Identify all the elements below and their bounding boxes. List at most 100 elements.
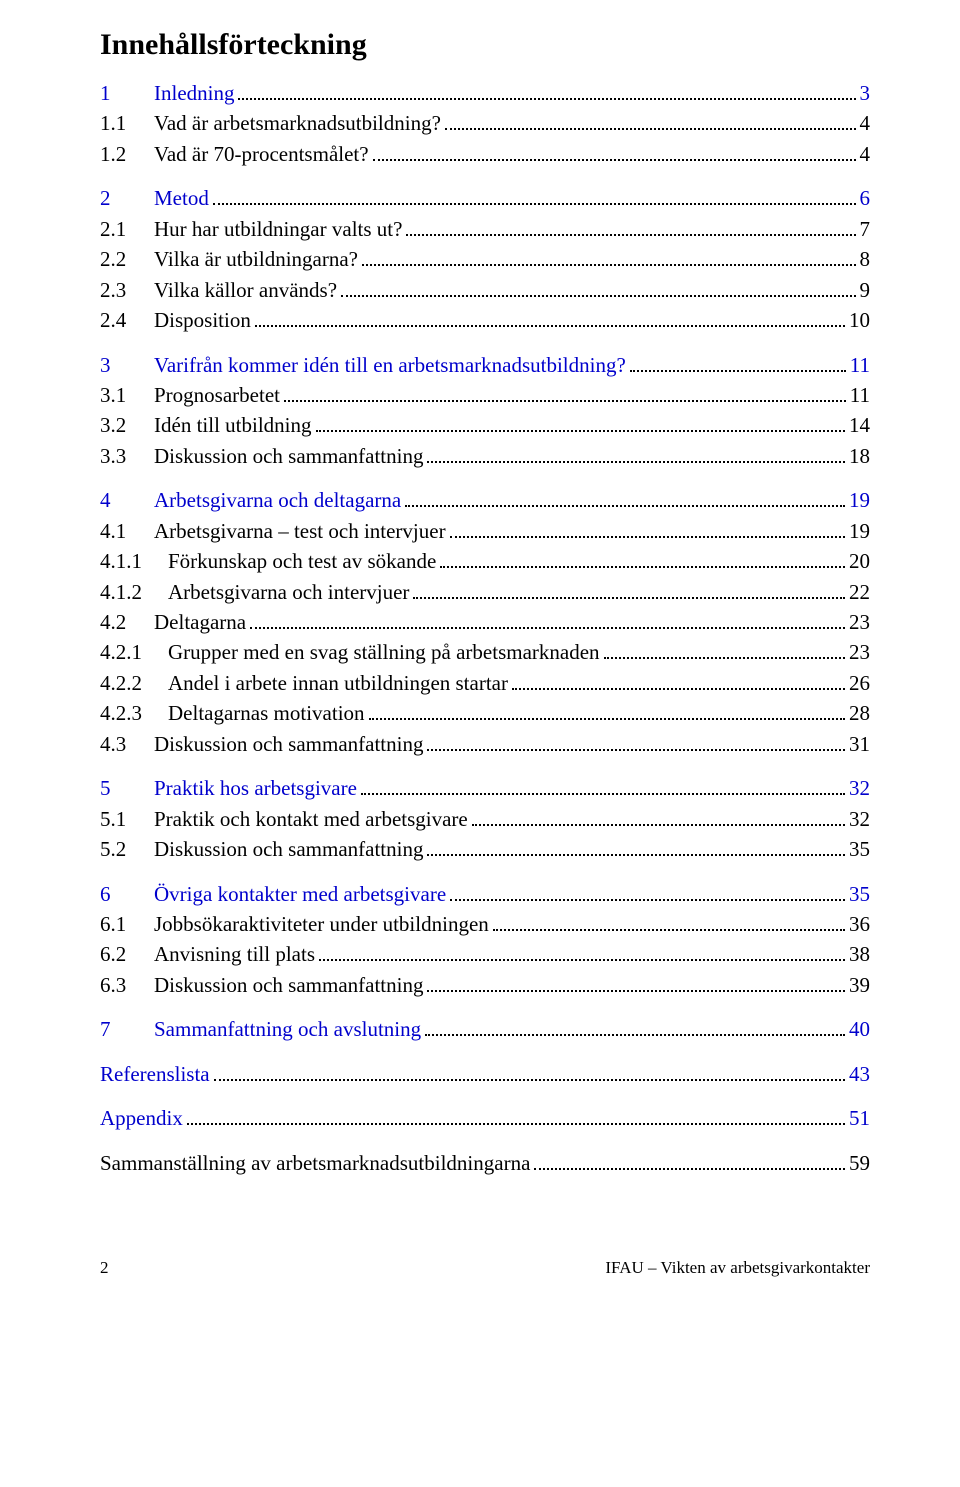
toc-leader-dots <box>373 141 856 161</box>
toc-entry-page: 31 <box>849 729 870 759</box>
toc-entry-page: 9 <box>860 275 871 305</box>
toc-entry[interactable]: 5Praktik hos arbetsgivare 32 <box>100 773 870 803</box>
toc-leader-dots <box>238 80 855 100</box>
toc-entry-page: 43 <box>849 1059 870 1089</box>
toc-entry-page: 38 <box>849 939 870 969</box>
toc-entry[interactable]: 7Sammanfattning och avslutning40 <box>100 1014 870 1044</box>
toc-entry-label: Varifrån kommer idén till en arbetsmarkn… <box>154 350 626 380</box>
toc-entry-label: Arbetsgivarna och deltagarna <box>154 485 401 515</box>
toc-entry-page: 35 <box>849 834 870 864</box>
toc-entry-page: 23 <box>849 607 870 637</box>
toc-entry: 3.1Prognosarbetet11 <box>100 380 870 410</box>
toc-entry: 4.2Deltagarna23 <box>100 607 870 637</box>
toc-entry-page: 7 <box>860 214 871 244</box>
toc-entry-label: Inledning <box>154 78 234 108</box>
toc-entry-number: 4.2.3 <box>100 698 168 728</box>
page-footer: 2 IFAU – Vikten av arbetsgivarkontakter <box>100 1258 870 1278</box>
toc-entry-number: 6.1 <box>100 909 154 939</box>
toc-entry: 5.1Praktik och kontakt med arbetsgivare3… <box>100 804 870 834</box>
toc-entry: 4.1.2Arbetsgivarna och intervjuer22 <box>100 577 870 607</box>
toc-entry[interactable]: 1Inledning3 <box>100 78 870 108</box>
toc-entry-page: 59 <box>849 1148 870 1178</box>
toc-entry-number: 4.3 <box>100 729 154 759</box>
toc-entry-page: 8 <box>860 244 871 274</box>
toc-leader-dots <box>405 487 845 507</box>
toc-entry: Sammanställning av arbetsmarknadsutbildn… <box>100 1148 870 1178</box>
toc-entry[interactable]: Appendix 51 <box>100 1103 870 1133</box>
toc-entry-page: 20 <box>849 546 870 576</box>
toc-entry-label: Anvisning till plats <box>154 939 315 969</box>
toc-entry: 6.1Jobbsökaraktiviteter under utbildning… <box>100 909 870 939</box>
toc-entry-page: 32 <box>849 804 870 834</box>
toc-entry[interactable]: 2Metod6 <box>100 183 870 213</box>
toc-entry-page: 39 <box>849 970 870 1000</box>
toc-entry-page: 19 <box>849 516 870 546</box>
toc-entry[interactable]: 3Varifrån kommer idén till en arbetsmark… <box>100 350 870 380</box>
toc-entry-number: 4.1 <box>100 516 154 546</box>
toc-title: Innehållsförteckning <box>100 28 870 62</box>
toc-entry-page: 10 <box>849 305 870 335</box>
toc-entry-number: 3.2 <box>100 410 154 440</box>
toc-leader-dots <box>493 911 845 931</box>
toc-entry-number: 2.2 <box>100 244 154 274</box>
toc-entry-page: 40 <box>849 1014 870 1044</box>
toc-entry-page: 18 <box>849 441 870 471</box>
toc-entry-label: Vad är arbetsmarknadsutbildning? <box>154 108 441 138</box>
toc-entry: 2.3Vilka källor används?9 <box>100 275 870 305</box>
toc-entry-page: 28 <box>849 698 870 728</box>
toc-leader-dots <box>316 413 846 433</box>
toc-entry-number: 5.2 <box>100 834 154 864</box>
footer-page-number: 2 <box>100 1258 109 1278</box>
toc-entry-label: Deltagarnas motivation <box>168 698 365 728</box>
toc-entry-label: Vilka är utbildningarna? <box>154 244 358 274</box>
toc-entry-label: Vilka källor används? <box>154 275 337 305</box>
toc-entry[interactable]: Referenslista 43 <box>100 1059 870 1089</box>
toc-entry-page: 51 <box>849 1103 870 1133</box>
toc-leader-dots <box>630 352 846 372</box>
toc-entry-number: 5.1 <box>100 804 154 834</box>
toc-leader-dots <box>187 1105 845 1125</box>
toc-entry-page: 11 <box>850 380 870 410</box>
toc-entry: 4.1Arbetsgivarna – test och intervjuer19 <box>100 516 870 546</box>
toc-entry: 4.1.1Förkunskap och test av sökande20 <box>100 546 870 576</box>
toc-entry-page: 4 <box>860 108 871 138</box>
toc-entry: 2.1Hur har utbildningar valts ut? 7 <box>100 214 870 244</box>
toc-entry-page: 11 <box>850 350 870 380</box>
toc-entry: 4.2.2Andel i arbete innan utbildningen s… <box>100 668 870 698</box>
toc-entry-page: 32 <box>849 773 870 803</box>
toc-entry-label: Referenslista <box>100 1059 210 1089</box>
toc-entry-label: Andel i arbete innan utbildningen starta… <box>168 668 508 698</box>
toc-entry-number: 6.2 <box>100 939 154 969</box>
toc-entry-page: 4 <box>860 139 871 169</box>
toc-entry-number: 4.1.1 <box>100 546 168 576</box>
toc-entry-label: Övriga kontakter med arbetsgivare <box>154 879 446 909</box>
toc-leader-dots <box>319 942 845 962</box>
toc-entry-label: Arbetsgivarna och intervjuer <box>168 577 409 607</box>
toc-leader-dots <box>440 548 845 568</box>
toc-entry-label: Hur har utbildningar valts ut? <box>154 214 402 244</box>
toc-leader-dots <box>341 277 855 297</box>
toc-entry: 1.2Vad är 70-procentsmålet?4 <box>100 139 870 169</box>
toc-entry-label: Appendix <box>100 1103 183 1133</box>
toc-entry-label: Praktik hos arbetsgivare <box>154 773 357 803</box>
toc-leader-dots <box>362 246 855 266</box>
toc-entry-page: 19 <box>849 485 870 515</box>
toc-leader-dots <box>361 775 845 795</box>
toc-entry-page: 36 <box>849 909 870 939</box>
toc-entry-number: 5 <box>100 773 154 803</box>
toc-leader-dots <box>406 216 855 236</box>
toc-entry: 2.4Disposition10 <box>100 305 870 335</box>
toc-entry-number: 2.1 <box>100 214 154 244</box>
toc-entry-number: 4 <box>100 485 154 515</box>
toc-leader-dots <box>427 443 845 463</box>
toc-entry-number: 3.1 <box>100 380 154 410</box>
toc-entry[interactable]: 6Övriga kontakter med arbetsgivare35 <box>100 879 870 909</box>
toc-entry[interactable]: 4Arbetsgivarna och deltagarna 19 <box>100 485 870 515</box>
toc-entry-label: Metod <box>154 183 209 213</box>
toc-leader-dots <box>255 307 845 327</box>
toc-entry-label: Vad är 70-procentsmålet? <box>154 139 369 169</box>
toc-entry-number: 1.1 <box>100 108 154 138</box>
toc-entry-number: 1 <box>100 78 154 108</box>
toc-entry-number: 2 <box>100 183 154 213</box>
toc-leader-dots <box>472 806 845 826</box>
